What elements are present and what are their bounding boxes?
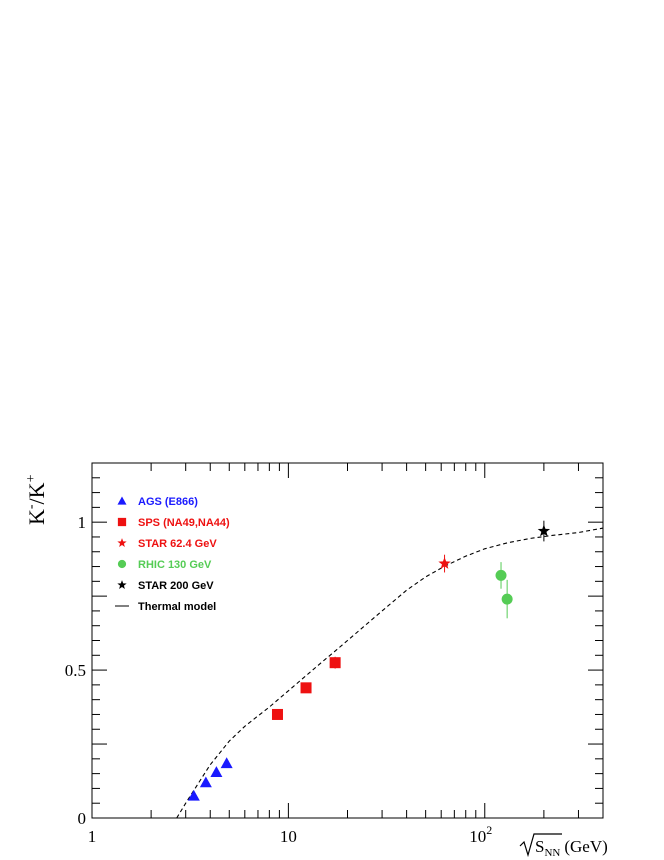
data-point bbox=[220, 757, 233, 769]
legend-label: SPS (NA49,NA44) bbox=[138, 517, 230, 529]
thermal-model-curve bbox=[176, 527, 604, 819]
y-title-k-minus: K bbox=[24, 509, 49, 525]
data-point bbox=[438, 557, 451, 569]
y-title-k-plus: K bbox=[24, 482, 49, 498]
data-point bbox=[537, 524, 551, 537]
data-point bbox=[199, 776, 212, 788]
legend-label: Thermal model bbox=[138, 601, 216, 613]
thermal-model-layer bbox=[176, 527, 604, 819]
sqrt-symbol bbox=[519, 833, 562, 858]
x-tick-label-sup: 2 bbox=[486, 823, 492, 837]
legend-label: STAR 62.4 GeV bbox=[138, 538, 217, 550]
y-title-separator: / bbox=[24, 497, 49, 504]
legend-marker bbox=[117, 496, 127, 505]
data-point bbox=[187, 789, 200, 801]
y-title-sup-minus: - bbox=[24, 504, 39, 509]
x-title-sub: NN bbox=[544, 847, 560, 859]
legend-label: AGS (E866) bbox=[138, 496, 198, 508]
data-point bbox=[300, 682, 312, 694]
svg-text:SNN(GeV): SNN (GeV) bbox=[535, 837, 608, 859]
y-title-sup-plus: + bbox=[24, 474, 39, 482]
data-point bbox=[501, 593, 513, 605]
y-tick-label: 0 bbox=[78, 809, 87, 828]
x-tick-label: 1 bbox=[88, 827, 97, 846]
data-point bbox=[329, 657, 341, 669]
data-points-layer bbox=[187, 520, 551, 801]
y-axis-title: K-/K+ bbox=[24, 474, 49, 525]
y-tick-label: 0.5 bbox=[65, 661, 86, 680]
legend-marker bbox=[117, 517, 127, 527]
x-axis-title: SNN (GeV) bbox=[519, 833, 608, 859]
x-title-unit: (GeV) bbox=[564, 837, 607, 856]
legend-marker bbox=[117, 538, 127, 547]
x-title-root: S bbox=[535, 837, 544, 856]
data-point bbox=[210, 766, 223, 777]
axis-tick-labels: 1 10 102 0 0.5 1 bbox=[65, 513, 493, 846]
data-point bbox=[495, 569, 507, 581]
legend-marker bbox=[117, 580, 127, 589]
x-tick-label: 10 bbox=[280, 827, 297, 846]
axis-ticks bbox=[91, 462, 604, 819]
data-point bbox=[271, 708, 283, 720]
legend: AGS (E866) SPS (NA49,NA44) STAR 62.4 GeV RH… bbox=[115, 496, 230, 613]
legend-label: RHIC 130 GeV bbox=[138, 559, 212, 571]
x-tick-label: 102 bbox=[469, 823, 492, 846]
legend-label: STAR 200 GeV bbox=[138, 580, 214, 592]
y-tick-label: 1 bbox=[78, 513, 87, 532]
legend-marker bbox=[117, 559, 127, 569]
